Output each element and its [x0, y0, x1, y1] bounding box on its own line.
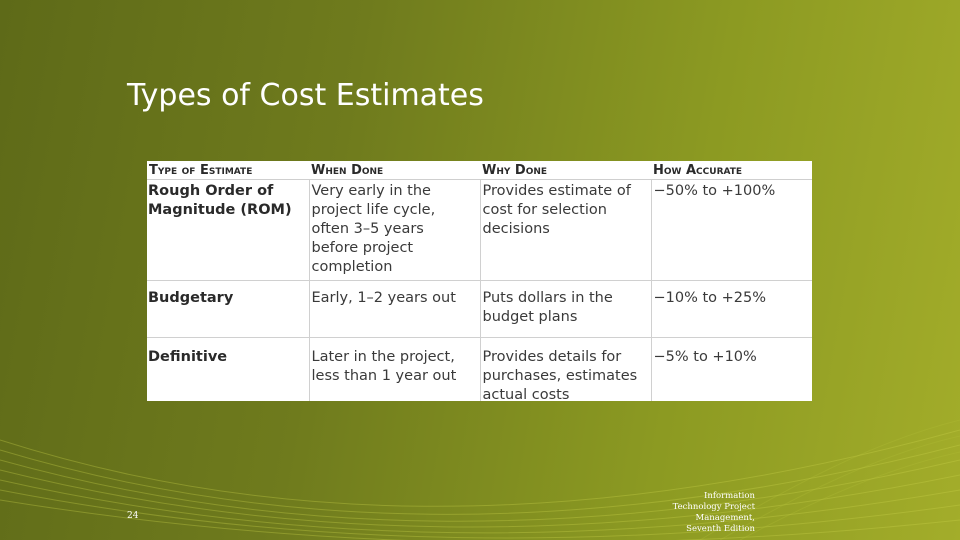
page-number: 24 [127, 511, 139, 521]
footer-line: Seventh Edition [686, 524, 755, 534]
cell-how-accurate: −10% to +25% [651, 280, 812, 338]
header-type-of-estimate: Type of Estimate [147, 161, 309, 180]
header-how-accurate: How Accurate [651, 161, 812, 180]
cell-when-done: Later in the project, less than 1 year o… [309, 337, 481, 401]
cell-when-done: Early, 1–2 years out [309, 280, 481, 338]
cell-type: Budgetary [147, 280, 310, 338]
cell-why-done: Puts dollars in the budget plans [480, 280, 652, 338]
footer-line: Technology Project [672, 502, 755, 512]
cost-estimates-table: Type of Estimate When Done Why Done How … [147, 161, 812, 401]
cell-when-done: Very early in the project life cycle, of… [309, 179, 481, 281]
header-when-done: When Done [309, 161, 480, 180]
footer-line: Management, [695, 513, 755, 523]
header-why-done: Why Done [480, 161, 651, 180]
footer-line: Information [703, 491, 755, 501]
table-row: Rough Order of Magnitude (ROM) Very earl… [147, 179, 812, 281]
table-row: Definitive Later in the project, less th… [147, 337, 812, 401]
cell-why-done: Provides details for purchases, estimate… [480, 337, 652, 401]
cell-how-accurate: −50% to +100% [651, 179, 812, 281]
table-row: Budgetary Early, 1–2 years out Puts doll… [147, 280, 812, 338]
cell-why-done: Provides estimate of cost for selection … [480, 179, 652, 281]
cell-how-accurate: −5% to +10% [651, 337, 812, 401]
footer-citation: Information Technology Project Managemen… [645, 491, 755, 535]
slide-title: Types of Cost Estimates [127, 78, 484, 113]
cell-type: Definitive [147, 337, 310, 401]
cell-type: Rough Order of Magnitude (ROM) [147, 179, 310, 281]
table-header-row: Type of Estimate When Done Why Done How … [147, 161, 812, 180]
